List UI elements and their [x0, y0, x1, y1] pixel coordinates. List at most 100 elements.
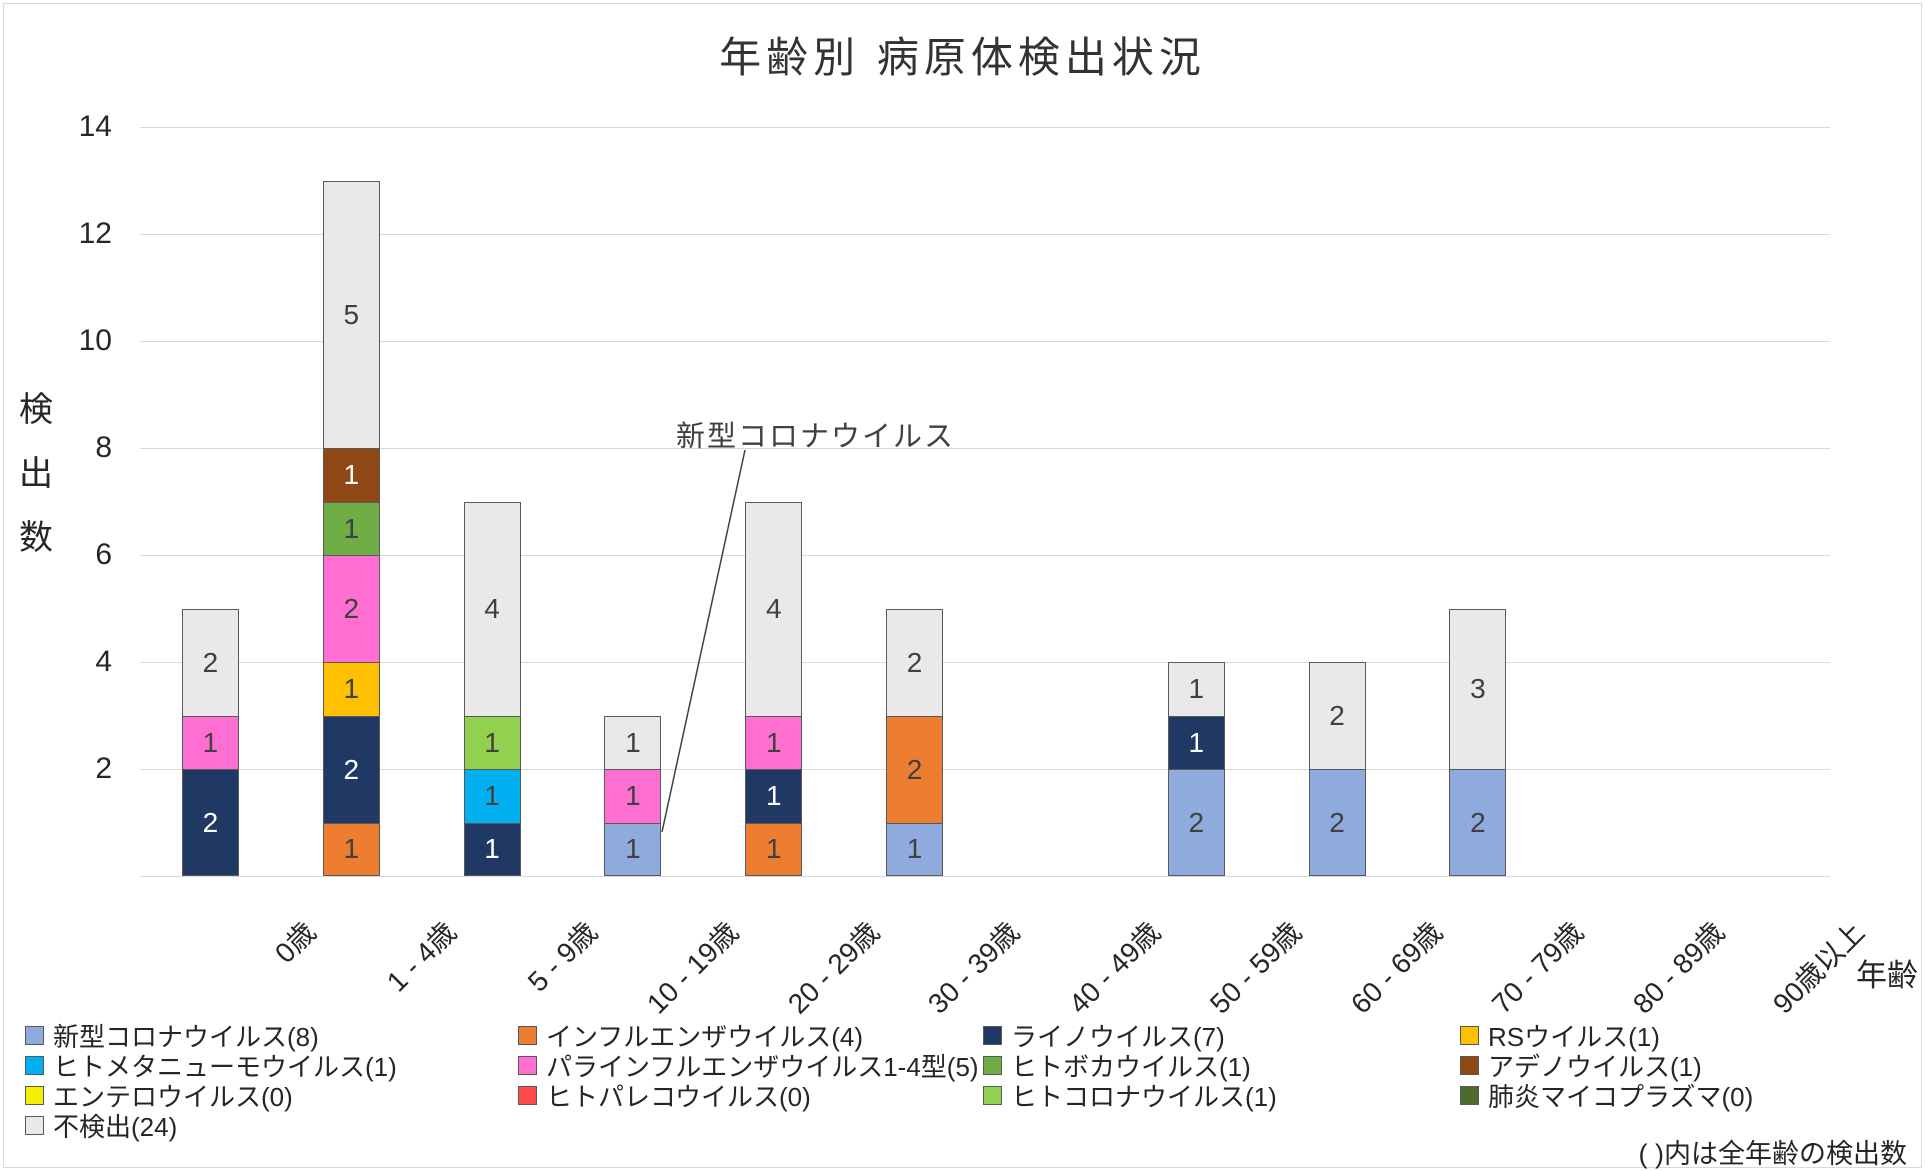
bar-segment: 2 — [322, 715, 380, 823]
bar-segment: 1 — [604, 769, 662, 823]
bar-segment: 4 — [463, 501, 521, 716]
legend-item: ヒトパレコウイルス(0) — [518, 1077, 983, 1114]
y-axis-title: 検 出 数 — [19, 391, 53, 557]
legend-label: ライノウイルス(7) — [1011, 1021, 1225, 1052]
bar-segment-label: 1 — [1188, 673, 1205, 705]
gridline — [140, 662, 1830, 663]
bar-segment: 2 — [1167, 769, 1225, 876]
x-category-label: 40 - 49歳 — [1063, 916, 1167, 1020]
x-category-label: 30 - 39歳 — [922, 916, 1026, 1020]
legend-item: アデノウイルス(1) — [1460, 1047, 1905, 1084]
legend-item: インフルエンザウイルス(4) — [518, 1017, 983, 1054]
legend-item: ヒトメタニューモウイルス(1) — [25, 1047, 518, 1084]
legend-swatch — [1460, 1055, 1479, 1075]
y-tick-label: 8 — [95, 431, 112, 464]
bar-segment-label: 5 — [343, 298, 360, 330]
bar-segment: 1 — [322, 448, 380, 502]
bar-segment: 1 — [1167, 715, 1225, 769]
bar-segment-label: 2 — [906, 753, 923, 785]
bar-segment: 1 — [322, 501, 380, 555]
legend-swatch — [518, 1085, 537, 1105]
legend-label: インフルエンザウイルス(4) — [546, 1021, 863, 1052]
legend-swatch — [25, 1085, 44, 1105]
x-category-label: 60 - 69歳 — [1344, 916, 1449, 1020]
bar-segment-label: 1 — [625, 780, 641, 812]
bar-segment-label: 2 — [1470, 806, 1486, 838]
bar-segment: 5 — [322, 180, 380, 448]
bar-segment-label: 1 — [625, 833, 641, 865]
bar-segment: 1 — [181, 715, 239, 769]
legend-label: 新型コロナウイルス(8) — [53, 1021, 319, 1052]
bar-segment: 1 — [463, 715, 521, 769]
bar-segment-label: 1 — [484, 833, 500, 865]
bar-segment: 2 — [322, 555, 380, 662]
legend-label: ヒトコロナウイルス(1) — [1011, 1081, 1277, 1112]
bar-segment: 1 — [604, 822, 662, 876]
gridline — [140, 769, 1830, 770]
x-category-label: 5 - 9歳 — [521, 916, 604, 998]
legend-label: ヒトメタニューモウイルス(1) — [53, 1051, 397, 1082]
bar-segment-label: 1 — [343, 459, 360, 491]
legend-item: ヒトボカウイルス(1) — [983, 1047, 1460, 1084]
legend-swatch — [983, 1025, 1002, 1045]
bar-segment-label: 2 — [202, 806, 219, 838]
bar-segment: 1 — [463, 822, 521, 876]
bar-segment-label: 1 — [343, 673, 360, 705]
legend-swatch — [25, 1115, 44, 1135]
legend-item: ヒトコロナウイルス(1) — [983, 1077, 1460, 1114]
bar-segment: 1 — [322, 822, 380, 876]
x-category-label: 0歳 — [268, 916, 322, 969]
bar-segment-label: 2 — [1329, 700, 1345, 731]
y-tick-label: 6 — [95, 538, 112, 571]
x-category-label: 10 - 19歳 — [640, 916, 745, 1020]
bar-segment-label: 1 — [484, 780, 500, 812]
bar-segment: 1 — [1167, 662, 1225, 716]
y-tick-label: 12 — [78, 217, 112, 250]
bar-segment: 2 — [181, 608, 239, 716]
bar-segment-label: 2 — [343, 593, 360, 624]
legend-label: エンテロウイルス(0) — [53, 1081, 293, 1112]
bar-segment-label: 2 — [1329, 806, 1345, 838]
legend-label: パラインフルエンザウイルス1-4型(5) — [546, 1051, 979, 1082]
legend-swatch — [1460, 1025, 1479, 1045]
bar-segment-label: 1 — [202, 726, 219, 758]
x-axis-title: 年齢 — [1856, 958, 1918, 993]
gridline — [140, 555, 1830, 556]
legend-label: ヒトパレコウイルス(0) — [546, 1081, 811, 1112]
legend-item: RSウイルス(1) — [1460, 1017, 1905, 1054]
bar-segment-label: 1 — [343, 512, 360, 544]
bar-segment-label: 1 — [1188, 726, 1205, 758]
y-tick-label: 2 — [95, 752, 112, 785]
legend: 新型コロナウイルス(8) インフルエンザウイルス(4) ライノウイルス(7) RSウイ… — [25, 1017, 1905, 1142]
bar-segment: 1 — [886, 822, 944, 876]
x-category-label: 20 - 29歳 — [781, 916, 885, 1020]
bar-segment-label: 1 — [765, 726, 782, 758]
gridline — [140, 127, 1830, 128]
bar-segment-label: 1 — [906, 833, 923, 865]
bar-segment: 1 — [604, 715, 662, 769]
bar-segment: 4 — [745, 501, 803, 716]
chart-title: 年齢別 病原体検出状況 — [719, 34, 1206, 81]
legend-swatch — [983, 1055, 1002, 1075]
legend-swatch — [25, 1025, 44, 1045]
legend-label: 肺炎マイコプラズマ(0) — [1488, 1081, 1754, 1112]
y-tick-label: 14 — [78, 110, 112, 143]
bar-segment: 2 — [886, 715, 944, 823]
bar-segment-label: 2 — [906, 646, 923, 678]
bar-segment-label: 2 — [202, 646, 219, 678]
bar-segment: 2 — [181, 769, 239, 876]
legend-label: 不検出(24) — [53, 1111, 178, 1142]
legend-swatch — [983, 1085, 1002, 1105]
gridline — [140, 876, 1830, 877]
bar-segment: 1 — [745, 769, 803, 823]
bar-segment-label: 4 — [484, 593, 500, 624]
gridline — [140, 341, 1830, 342]
bar-segment: 1 — [745, 822, 803, 876]
bar-segment-label: 2 — [343, 753, 360, 785]
x-category-label: 50 - 59歳 — [1204, 916, 1308, 1020]
x-category-label: 1 - 4歳 — [381, 916, 463, 998]
legend-swatch — [518, 1055, 537, 1075]
legend-swatch — [518, 1025, 537, 1045]
bar-segment: 2 — [1308, 769, 1366, 876]
